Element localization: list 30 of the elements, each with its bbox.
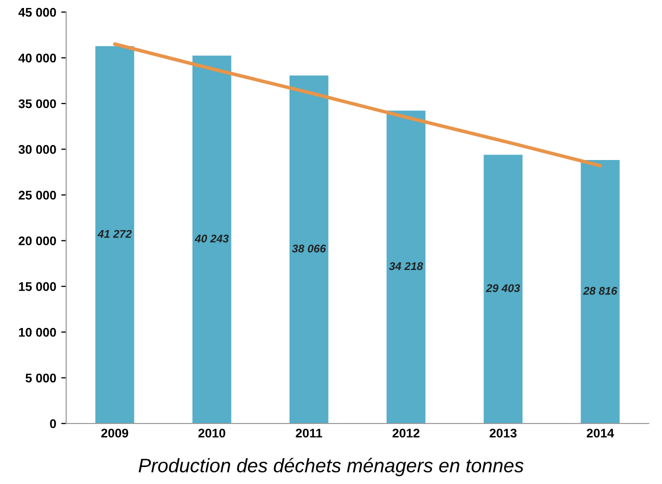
y-tick-label: 45 000	[18, 8, 56, 17]
x-tick-label: 2010	[198, 428, 226, 438]
x-tick-label: 2014	[586, 428, 614, 438]
text: Production des déchets ménagers en tonnes	[138, 458, 524, 476]
y-tick-label: 35 000	[18, 99, 56, 108]
data-label: 38 066	[292, 244, 326, 252]
bar	[290, 75, 328, 424]
y-tick-label: 40 000	[18, 54, 56, 62]
data-label: 29 403	[486, 284, 520, 292]
y-tick-label: 0	[50, 419, 56, 428]
data-label: 40 243	[194, 234, 229, 243]
bar	[386, 110, 426, 424]
x-tick-label: 2012	[392, 428, 420, 438]
bar	[580, 160, 620, 424]
y-tick-label: 30 000	[18, 145, 56, 154]
y-tick-label: 10 000	[19, 328, 56, 337]
data-label: 28 816	[583, 286, 618, 295]
y-tick-label: 5 000	[26, 374, 56, 382]
y-tick-label: 15 000	[19, 282, 56, 292]
data-label: 41 272	[98, 230, 132, 238]
bar	[95, 46, 134, 424]
bar	[484, 154, 523, 424]
x-tick-label: 2013	[490, 428, 517, 438]
y-tick-label: 20 000	[18, 236, 56, 246]
x-tick-label: 2009	[101, 428, 128, 438]
data-label: 34 218	[389, 262, 424, 270]
line-series	[113, 42, 602, 168]
bar	[192, 56, 232, 424]
x-tick-label: 2011	[296, 428, 322, 438]
y-tick-label: 25 000	[18, 190, 56, 200]
